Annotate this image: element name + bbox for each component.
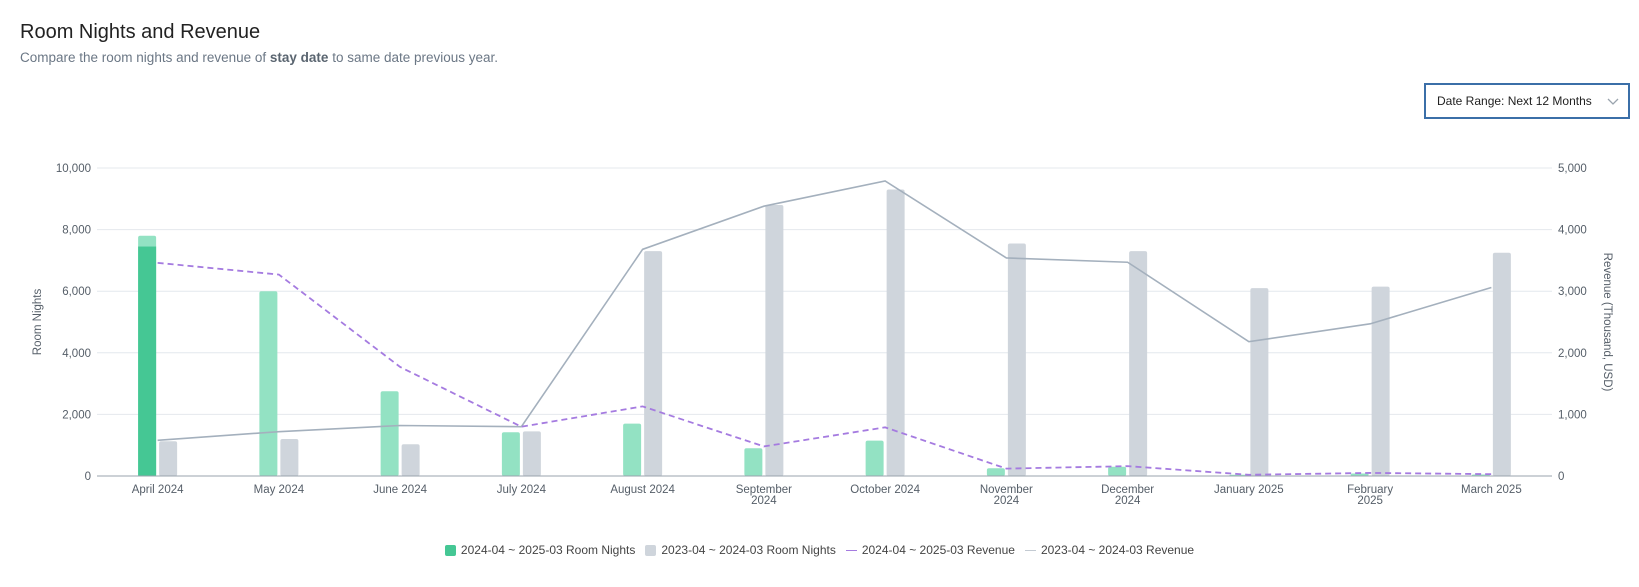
date-range-select[interactable]: Date Range: Next 12 Months [1424,83,1630,119]
y2-tick-label: 0 [1558,471,1564,483]
y2-tick-label: 3,000 [1558,286,1587,298]
y2-tick-label: 4,000 [1558,225,1587,237]
x-tick-label: July 2024 [497,484,547,496]
bar-current-room-nights [986,468,1005,476]
y2-axis-title: Revenue (Thousand, USD) [1601,253,1613,392]
bar-current-room-nights-highlight [138,246,157,476]
legend-item-previous-room-nights[interactable]: 2023-04 ~ 2024-03 Room Nights [645,543,836,557]
bar-previous-room-nights [1492,252,1511,476]
line-current-revenue [157,261,1492,476]
y-tick-label: 10,000 [56,163,91,175]
y-tick-label: 2,000 [62,409,91,421]
page-title: Room Nights and Revenue [20,21,261,43]
legend-item-current-room-nights[interactable]: 2024-04 ~ 2025-03 Room Nights [444,543,636,557]
y2-tick-label: 5,000 [1558,163,1587,175]
y2-tick-label: 1,000 [1558,409,1587,421]
legend-swatch-current-revenue [845,549,857,551]
bar-previous-room-nights [401,444,420,476]
bar-current-room-nights [744,448,763,476]
y-tick-label: 8,000 [62,225,91,237]
x-tick-label: March 2025 [1461,484,1522,496]
legend-label: 2024-04 ~ 2025-03 Room Nights [460,543,636,557]
x-tick-label: April 2024 [132,484,184,496]
y-tick-label: 4,000 [62,348,91,360]
legend-swatch-previous-room-nights [645,544,657,556]
legend-item-current-revenue[interactable]: 2024-04 ~ 2025-03 Revenue [845,543,1015,557]
x-tick-label: December [1101,484,1154,496]
y-tick-label: 0 [85,471,91,483]
subtitle-prefix: Compare the room nights and revenue of [20,50,270,65]
x-tick-label: August 2024 [610,484,675,496]
bar-current-room-nights [501,432,520,476]
subtitle-emphasis: stay date [269,50,329,65]
bar-previous-room-nights [765,204,784,476]
x-tick-label: 2024 [751,495,777,507]
x-tick-label: October 2024 [850,484,920,496]
subtitle-suffix: to same date previous year. [328,50,499,65]
legend-label: 2023-04 ~ 2024-03 Revenue [1040,543,1195,557]
x-tick-label: February [1347,484,1393,496]
legend-label: 2023-04 ~ 2024-03 Room Nights [661,543,836,557]
bar-current-room-nights [259,291,278,476]
chevron-down-icon [1607,98,1619,105]
legend-swatch-current-room-nights [444,544,456,556]
y-tick-label: 6,000 [62,286,91,298]
bar-previous-room-nights [1371,286,1390,476]
x-tick-label: 2025 [1357,495,1383,507]
date-range-label: Date Range: Next 12 Months [1437,94,1592,108]
x-tick-label: June 2024 [373,484,427,496]
bar-current-room-nights [865,440,884,476]
bar-previous-room-nights [1007,243,1026,476]
legend-label: 2024-04 ~ 2025-03 Revenue [861,543,1015,557]
chart-legend: 2024-04 ~ 2025-03 Room Nights 2023-04 ~ … [0,543,1639,557]
bar-current-room-nights [623,423,642,476]
line-previous-revenue [157,180,1492,442]
x-tick-label: November [980,484,1033,496]
bar-current-room-nights [1350,473,1369,476]
bar-previous-room-nights [1250,288,1269,476]
y-axis-title: Room Nights [32,289,44,356]
x-tick-label: January 2025 [1214,484,1284,496]
y2-tick-label: 2,000 [1558,348,1587,360]
x-tick-label: 2024 [994,495,1020,507]
bar-previous-room-nights [522,431,541,476]
bar-previous-room-nights [159,441,178,476]
legend-swatch-previous-revenue [1024,549,1036,551]
bar-current-room-nights [1108,466,1127,476]
x-tick-label: May 2024 [254,484,305,496]
bar-previous-room-nights [1129,251,1148,476]
bar-current-room-nights [380,391,399,476]
bar-previous-room-nights [644,251,663,476]
x-tick-label: 2024 [1115,495,1141,507]
legend-item-previous-revenue[interactable]: 2023-04 ~ 2024-03 Revenue [1024,543,1195,557]
page-subtitle: Compare the room nights and revenue of s… [20,50,498,65]
bar-previous-room-nights [280,439,299,476]
bar-previous-room-nights [886,189,905,476]
x-tick-label: September [736,484,792,496]
